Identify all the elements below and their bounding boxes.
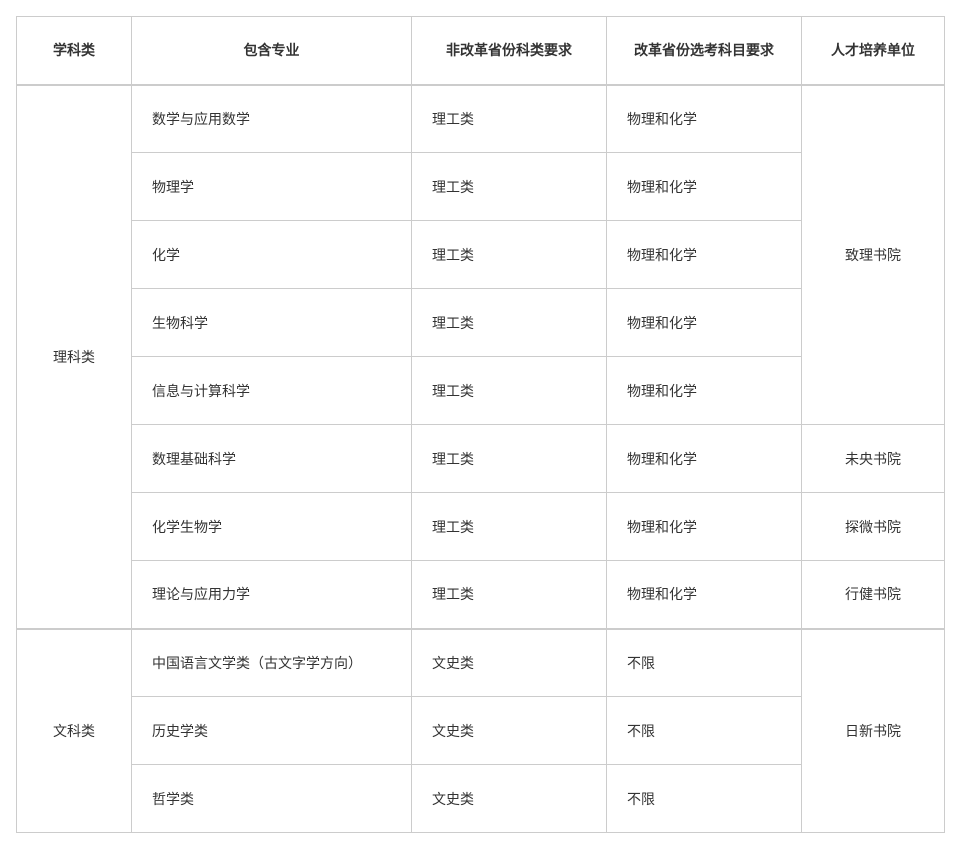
major-cell: 历史学类: [132, 697, 412, 765]
req1-cell: 理工类: [412, 221, 607, 289]
header-req1: 非改革省份科类要求: [412, 17, 607, 85]
req2-cell: 物理和化学: [607, 357, 802, 425]
major-cell: 信息与计算科学: [132, 357, 412, 425]
req2-cell: 物理和化学: [607, 221, 802, 289]
req1-cell: 理工类: [412, 85, 607, 153]
major-cell: 理论与应用力学: [132, 561, 412, 629]
header-req2: 改革省份选考科目要求: [607, 17, 802, 85]
unit-cell: 未央书院: [802, 425, 945, 493]
req2-cell: 不限: [607, 765, 802, 833]
major-cell: 中国语言文学类（古文字学方向）: [132, 629, 412, 697]
req1-cell: 理工类: [412, 561, 607, 629]
req1-cell: 理工类: [412, 425, 607, 493]
unit-cell: 致理书院: [802, 85, 945, 425]
unit-cell: 日新书院: [802, 629, 945, 833]
req1-cell: 文史类: [412, 629, 607, 697]
req1-cell: 文史类: [412, 765, 607, 833]
major-cell: 生物科学: [132, 289, 412, 357]
major-cell: 数理基础科学: [132, 425, 412, 493]
req1-cell: 理工类: [412, 357, 607, 425]
table-row: 化学生物学 理工类 物理和化学 探微书院: [17, 493, 945, 561]
req2-cell: 不限: [607, 697, 802, 765]
major-cell: 哲学类: [132, 765, 412, 833]
unit-cell: 探微书院: [802, 493, 945, 561]
major-cell: 数学与应用数学: [132, 85, 412, 153]
req2-cell: 物理和化学: [607, 153, 802, 221]
program-table: 学科类 包含专业 非改革省份科类要求 改革省份选考科目要求 人才培养单位 理科类…: [16, 16, 945, 833]
header-major: 包含专业: [132, 17, 412, 85]
req2-cell: 不限: [607, 629, 802, 697]
req2-cell: 物理和化学: [607, 425, 802, 493]
unit-cell: 行健书院: [802, 561, 945, 629]
table-row: 理科类 数学与应用数学 理工类 物理和化学 致理书院: [17, 85, 945, 153]
table-row: 数理基础科学 理工类 物理和化学 未央书院: [17, 425, 945, 493]
major-cell: 物理学: [132, 153, 412, 221]
req2-cell: 物理和化学: [607, 493, 802, 561]
major-cell: 化学: [132, 221, 412, 289]
req2-cell: 物理和化学: [607, 85, 802, 153]
req1-cell: 理工类: [412, 289, 607, 357]
major-cell: 化学生物学: [132, 493, 412, 561]
table-header-row: 学科类 包含专业 非改革省份科类要求 改革省份选考科目要求 人才培养单位: [17, 17, 945, 85]
req2-cell: 物理和化学: [607, 561, 802, 629]
category-cell: 文科类: [17, 629, 132, 833]
header-category: 学科类: [17, 17, 132, 85]
table-row: 理论与应用力学 理工类 物理和化学 行健书院: [17, 561, 945, 629]
req1-cell: 文史类: [412, 697, 607, 765]
req2-cell: 物理和化学: [607, 289, 802, 357]
category-cell: 理科类: [17, 85, 132, 629]
header-unit: 人才培养单位: [802, 17, 945, 85]
req1-cell: 理工类: [412, 153, 607, 221]
table-row: 文科类 中国语言文学类（古文字学方向） 文史类 不限 日新书院: [17, 629, 945, 697]
req1-cell: 理工类: [412, 493, 607, 561]
